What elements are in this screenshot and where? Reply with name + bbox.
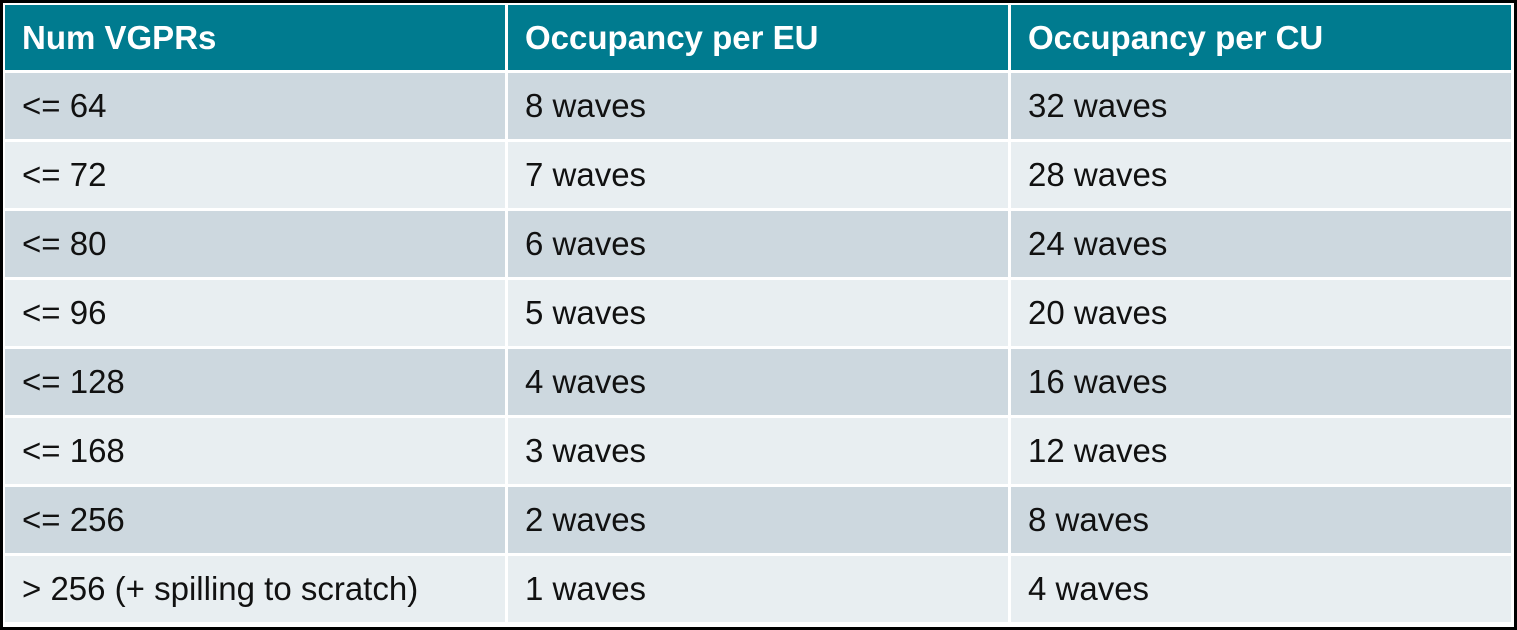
table-cell: 32 waves [1011, 73, 1511, 139]
table: Num VGPRs Occupancy per EU Occupancy per C… [3, 3, 1514, 627]
table-cell: 4 waves [508, 349, 1008, 415]
table-cell: 8 waves [1011, 487, 1511, 553]
table-cell: 6 waves [508, 211, 1008, 277]
header-cell: Num VGPRs [5, 5, 505, 70]
table-cell: 7 waves [508, 142, 1008, 208]
table-cell: 12 waves [1011, 418, 1511, 484]
table-cell: 8 waves [508, 73, 1008, 139]
table-cell: > 256 (+ spilling to scratch) [5, 556, 505, 622]
table-cell: 5 waves [508, 280, 1008, 346]
table-cell: 24 waves [1011, 211, 1511, 277]
table-cell: <= 128 [5, 349, 505, 415]
table-cell: 3 waves [508, 418, 1008, 484]
header-cell: Occupancy per EU [508, 5, 1008, 70]
table-cell: <= 168 [5, 418, 505, 484]
table-cell: 2 waves [508, 487, 1008, 553]
table-cell: 1 waves [508, 556, 1008, 622]
table-cell: <= 80 [5, 211, 505, 277]
table-cell: 4 waves [1011, 556, 1511, 622]
table-cell: <= 96 [5, 280, 505, 346]
table-cell: 16 waves [1011, 349, 1511, 415]
table-cell: <= 256 [5, 487, 505, 553]
table-cell: <= 64 [5, 73, 505, 139]
table-cell: 28 waves [1011, 142, 1511, 208]
header-cell: Occupancy per CU [1011, 5, 1511, 70]
table-cell: 20 waves [1011, 280, 1511, 346]
table-cell: <= 72 [5, 142, 505, 208]
